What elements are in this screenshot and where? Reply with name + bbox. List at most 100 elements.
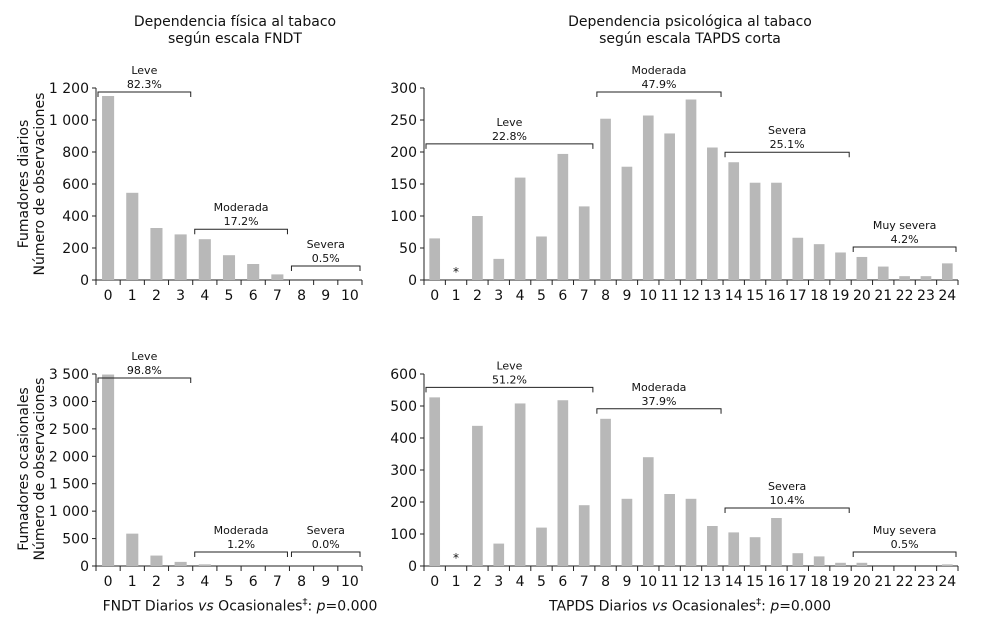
y-tick-label: 500 — [62, 532, 89, 548]
group-bracket — [596, 408, 722, 414]
x-tick-label: 5 — [537, 288, 546, 304]
y-tick-label: 100 — [390, 209, 417, 225]
y-tick-label: 0 — [408, 559, 417, 575]
group-name-label: Leve — [496, 116, 522, 129]
x-tick-label: 10 — [341, 574, 359, 590]
bar — [102, 96, 115, 280]
bar — [174, 561, 187, 566]
x-tick-label: 19 — [832, 288, 850, 304]
group-pct-label: 0.0% — [312, 538, 340, 551]
x-tick-label: 3 — [176, 574, 185, 590]
left-title-line2: según escala FNDT — [168, 31, 302, 47]
group-bracket — [724, 151, 850, 158]
x-tick-label: 4 — [200, 288, 209, 304]
bar — [728, 532, 740, 566]
bar — [707, 526, 718, 566]
bar — [771, 182, 782, 280]
x-tick-label: 7 — [273, 574, 282, 590]
bar — [792, 237, 804, 280]
left-title-line1: Dependencia física al tabaco — [133, 14, 337, 30]
x-tick-label: 14 — [725, 574, 743, 590]
group-name-label: Severa — [307, 238, 345, 251]
group-pct-label: 0.5% — [891, 538, 919, 551]
bar — [429, 238, 441, 280]
x-tick-label: 10 — [341, 288, 359, 304]
x-tick-label: 6 — [249, 574, 258, 590]
x-tick-label: 7 — [580, 574, 589, 590]
x-tick-label: 16 — [768, 574, 786, 590]
y-tick-label: 200 — [390, 145, 417, 161]
x-tick-label: 23 — [917, 288, 935, 304]
bar — [835, 562, 846, 566]
x-tick-label: 1 — [452, 574, 461, 590]
bar — [685, 99, 697, 281]
x-tick-label: 1 — [452, 288, 461, 304]
group-name-label: Moderada — [631, 381, 686, 394]
left-footer-dagger: ‡ — [302, 597, 308, 608]
y-tick-label: 150 — [390, 177, 417, 193]
x-tick-label: 4 — [200, 574, 209, 590]
x-tick-label: 7 — [580, 288, 589, 304]
x-tick-label: 8 — [297, 574, 306, 590]
x-tick-label: 0 — [430, 288, 439, 304]
bar — [771, 518, 782, 566]
left-footer-value: =0.000 — [325, 598, 378, 615]
x-tick-label: 22 — [896, 574, 914, 590]
x-tick-label: 1 — [128, 288, 137, 304]
bar — [536, 236, 547, 280]
x-tick-label: 9 — [622, 574, 631, 590]
right-footer-vs: vs — [651, 598, 668, 615]
group-name-label: Leve — [131, 350, 157, 363]
y-tick-label: 1 000 — [49, 504, 89, 520]
bar — [835, 252, 846, 280]
bar — [642, 457, 654, 566]
bar — [707, 147, 718, 280]
bar — [600, 118, 611, 280]
bar — [941, 564, 953, 566]
x-tick-label: 17 — [789, 574, 807, 590]
bar — [557, 400, 569, 566]
x-tick-label: 3 — [176, 288, 185, 304]
bar — [578, 505, 590, 566]
group-name-label: Severa — [307, 524, 345, 537]
x-tick-label: 22 — [896, 288, 914, 304]
right-title-line2: según escala TAPDS corta — [599, 31, 781, 47]
bar — [126, 533, 139, 566]
right-title-line1: Dependencia psicológica al tabaco — [568, 14, 812, 30]
bar — [578, 206, 590, 280]
left-footer-vs: vs — [198, 598, 214, 615]
group-bracket — [194, 228, 288, 235]
x-tick-label: 13 — [703, 288, 721, 304]
x-tick-label: 5 — [537, 574, 546, 590]
x-tick-label: 15 — [746, 288, 764, 304]
y-tick-label: 3 500 — [49, 367, 89, 383]
bar — [621, 498, 633, 566]
left-footer: FNDT Diarios vs Ocasionales‡: p=0.000 — [40, 597, 440, 615]
bar — [536, 527, 547, 566]
bar — [749, 182, 761, 280]
y-tick-label: 600 — [390, 367, 417, 383]
left-footer-post: : — [307, 598, 317, 615]
bar — [600, 418, 611, 566]
bar — [126, 192, 139, 280]
x-tick-label: 2 — [152, 288, 161, 304]
bar — [472, 216, 483, 280]
bar — [557, 153, 569, 280]
group-pct-label: 17.2% — [224, 215, 259, 228]
group-name-label: Severa — [768, 124, 806, 137]
y-tick-label: 2 500 — [49, 422, 89, 438]
right-footer-p: p — [770, 598, 780, 615]
y-tick-label: 100 — [390, 527, 417, 543]
group-pct-label: 10.4% — [770, 494, 805, 507]
group-pct-label: 98.8% — [127, 364, 162, 377]
x-tick-label: 12 — [682, 288, 700, 304]
x-tick-label: 9 — [622, 288, 631, 304]
x-tick-label: 10 — [639, 288, 657, 304]
group-pct-label: 1.2% — [227, 538, 255, 551]
left-footer-mid: Ocasionales — [213, 598, 303, 615]
group-bracket — [97, 377, 192, 383]
group-pct-label: 82.3% — [127, 78, 162, 91]
group-bracket — [425, 143, 594, 149]
